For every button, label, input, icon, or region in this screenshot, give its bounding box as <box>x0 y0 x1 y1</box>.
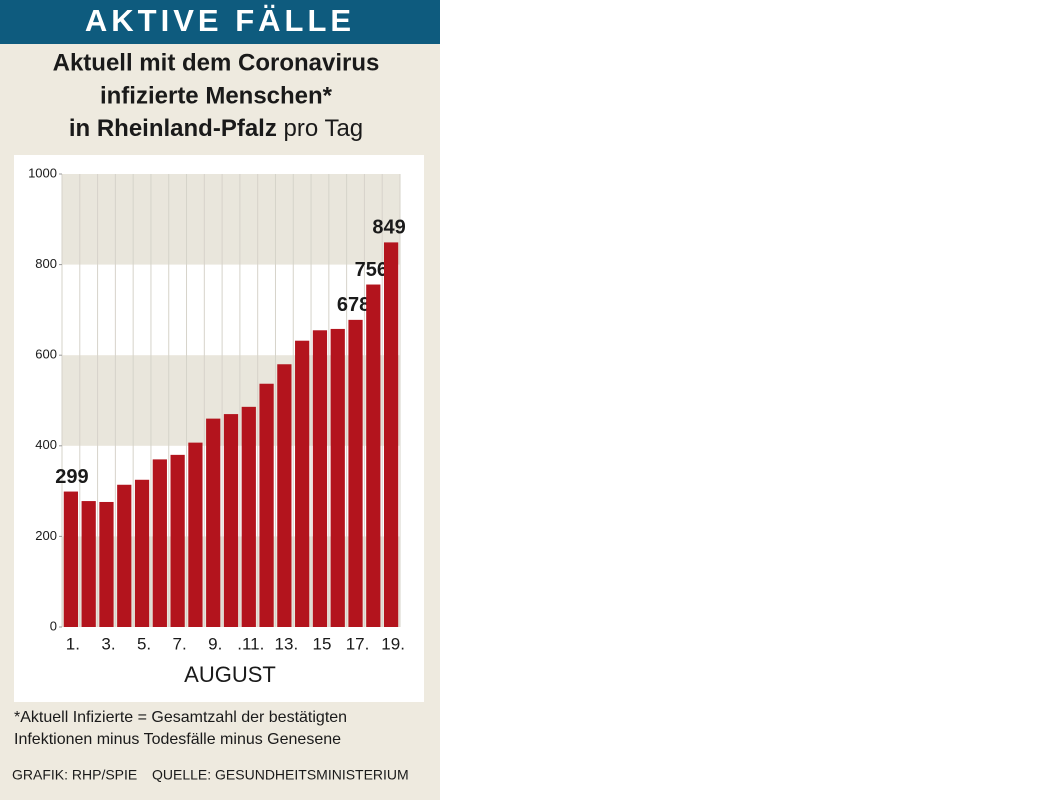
x-tick-label: 9. <box>208 634 222 653</box>
bar <box>241 406 256 627</box>
data-label: 299 <box>55 466 88 488</box>
footnote: Infektionen minus Todesfälle minus Genes… <box>14 731 341 748</box>
chart-title: in Rheinland-Pfalz <box>69 115 277 142</box>
y-tick-label: 600 <box>35 347 57 362</box>
bar <box>295 340 310 627</box>
bar <box>99 501 114 627</box>
bar <box>366 284 381 627</box>
chart-subtitle: pro Tag <box>284 115 364 142</box>
x-tick-label: 13. <box>275 634 299 653</box>
bar <box>117 484 132 627</box>
x-axis-label: AUGUST <box>184 662 276 687</box>
footnote: *Aktuell Infizierte = Gesamtzahl der bes… <box>14 709 347 726</box>
data-label: 756 <box>355 259 388 281</box>
bar <box>63 491 79 627</box>
x-tick-label: .11. <box>237 634 264 653</box>
x-tick-label: 7. <box>173 634 187 653</box>
bar <box>152 459 167 627</box>
header: AKTIVE FÄLLE <box>85 3 355 38</box>
data-label: 849 <box>372 217 405 239</box>
chart-title: Aktuell mit dem Coronavirus <box>53 49 380 76</box>
bar <box>259 383 274 627</box>
y-tick-label: 800 <box>35 256 57 271</box>
bar <box>134 479 150 627</box>
header-bar <box>0 0 440 44</box>
y-tick-label: 200 <box>35 528 57 543</box>
bar <box>188 442 203 627</box>
y-tick-label: 1000 <box>28 165 57 180</box>
bar <box>81 501 96 627</box>
bar <box>348 319 363 627</box>
x-tick-label: 15 <box>312 634 331 653</box>
bar <box>206 418 221 627</box>
bar <box>277 364 292 627</box>
x-tick-label: 17. <box>346 634 370 653</box>
bar <box>312 330 328 627</box>
data-label: 678 <box>337 294 370 316</box>
x-tick-label: 3. <box>101 634 115 653</box>
bar <box>383 242 399 627</box>
y-tick-label: 400 <box>35 437 57 452</box>
x-tick-label: 5. <box>137 634 151 653</box>
x-tick-label: 19. <box>381 634 405 653</box>
grid-band <box>62 174 400 265</box>
credit: GRAFIK: RHP/SPIE <box>12 767 137 783</box>
credit: QUELLE: GESUNDHEITSMINISTERIUM <box>152 767 409 783</box>
chart-title: in Rheinland-Pfalz pro Tag <box>69 115 363 142</box>
bar <box>223 414 239 627</box>
y-tick-label: 0 <box>50 618 57 633</box>
bar <box>330 328 345 627</box>
chart-title: infizierte Menschen* <box>100 82 333 109</box>
bar <box>170 454 185 627</box>
x-tick-label: 1. <box>66 634 80 653</box>
